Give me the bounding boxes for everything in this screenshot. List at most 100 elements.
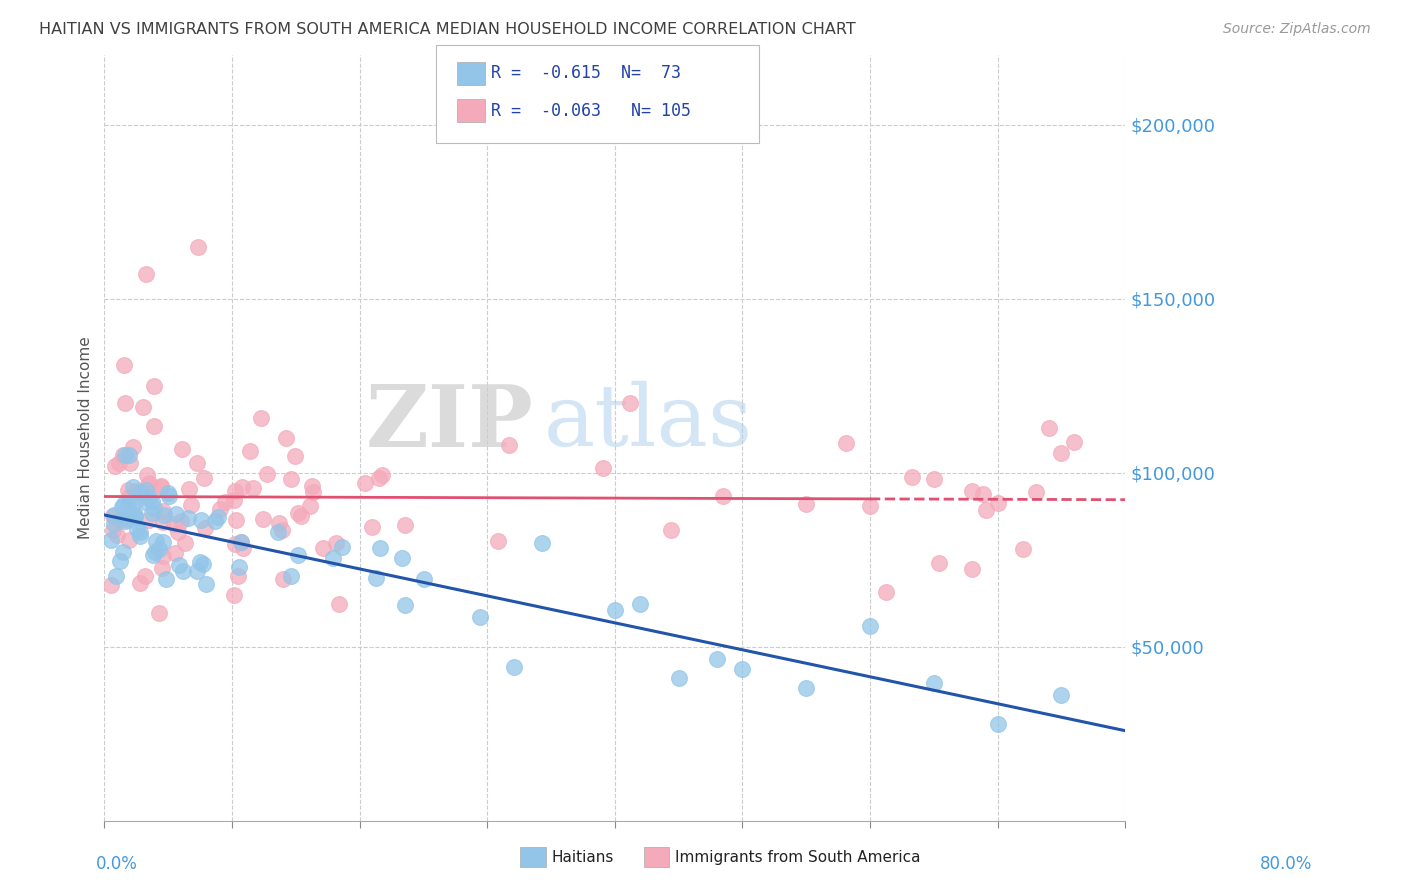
Point [163,516,186,531]
Point [413,572,436,586]
Point [290,508,312,523]
Point [152,504,174,518]
Point [128,525,150,540]
Point [193,471,215,485]
Point [229,534,252,549]
Point [167,558,190,572]
Point [731,662,754,676]
Point [138,491,160,505]
Point [242,481,264,495]
Point [128,485,150,500]
Point [134,495,156,509]
Point [148,542,170,557]
Point [105,528,128,542]
Point [207,510,229,524]
Point [101,524,124,538]
Point [172,564,194,578]
Point [177,482,200,496]
Point [186,564,208,578]
Point [124,508,146,522]
Point [135,468,157,483]
Point [987,716,1010,731]
Point [1063,434,1085,449]
Point [124,495,146,509]
Point [875,585,897,599]
Point [280,472,302,486]
Point [706,652,728,666]
Point [170,514,193,528]
Point [367,471,389,485]
Point [224,493,246,508]
Point [962,562,984,576]
Point [176,510,198,524]
Point [628,598,651,612]
Point [112,545,135,559]
Point [117,513,139,527]
Point [232,541,254,556]
Point [114,396,136,410]
Point [922,472,945,486]
Point [298,499,321,513]
Point [149,480,172,494]
Point [284,450,307,464]
Point [239,444,262,458]
Text: atlas: atlas [543,381,752,465]
Point [152,535,174,549]
Point [470,610,492,624]
Point [190,513,212,527]
Point [287,506,309,520]
Point [157,489,180,503]
Point [322,550,344,565]
Point [134,569,156,583]
Point [498,438,520,452]
Point [1050,688,1073,702]
Point [117,533,139,547]
Point [394,517,416,532]
Point [170,442,193,456]
Point [124,509,146,524]
Point [530,536,553,550]
Point [274,431,297,445]
Point [118,490,141,504]
Point [592,461,614,475]
Point [141,494,163,508]
Point [117,497,139,511]
Point [135,268,157,282]
Point [394,598,416,612]
Text: R =  -0.615  N=  73: R = -0.615 N= 73 [491,64,681,82]
Point [129,529,152,543]
Point [152,549,174,564]
Point [112,449,135,463]
Point [859,500,882,514]
Point [188,555,211,569]
Point [1050,446,1073,460]
Point [361,520,384,534]
Point [148,607,170,621]
Point [301,479,323,493]
Point [165,507,187,521]
Point [301,485,323,500]
Point [187,239,209,253]
Point [214,494,236,508]
Point [100,578,122,592]
Point [186,456,208,470]
Point [366,570,388,584]
Point [287,549,309,563]
Point [330,540,353,554]
Point [659,523,682,537]
Point [226,569,249,583]
Point [142,548,165,562]
Point [195,577,218,591]
Point [105,568,128,582]
Point [155,572,177,586]
Point [142,500,165,515]
Point [1025,485,1047,500]
Point [128,575,150,590]
Point [1012,542,1035,557]
Point [1038,421,1060,435]
Point [859,619,882,633]
Point [231,480,253,494]
Point [135,483,157,497]
Point [250,411,273,425]
Point [224,537,246,551]
